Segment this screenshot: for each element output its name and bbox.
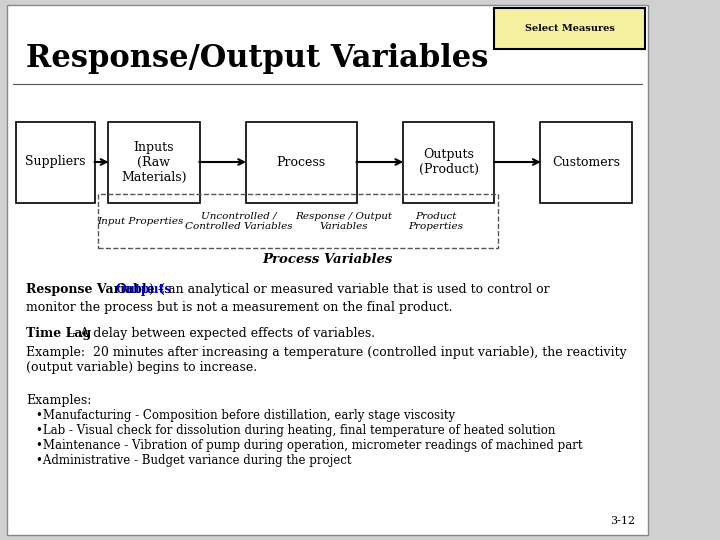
- FancyBboxPatch shape: [495, 8, 645, 49]
- Text: Customers: Customers: [552, 156, 620, 168]
- Text: Outputs
(Product): Outputs (Product): [418, 148, 479, 176]
- Text: Select Measures: Select Measures: [525, 24, 615, 32]
- Text: •Manufacturing - Composition before distillation, early stage viscosity: •Manufacturing - Composition before dist…: [36, 409, 455, 422]
- Text: 3-12: 3-12: [610, 516, 635, 526]
- Text: Process: Process: [276, 156, 326, 168]
- Text: ) – an analytical or measured variable that is used to control or: ) – an analytical or measured variable t…: [149, 284, 549, 296]
- Text: monitor the process but is not a measurement on the final product.: monitor the process but is not a measure…: [26, 301, 453, 314]
- FancyBboxPatch shape: [246, 122, 357, 202]
- Text: Response Variable (: Response Variable (: [26, 284, 165, 296]
- FancyBboxPatch shape: [540, 122, 632, 202]
- Text: Product
Properties: Product Properties: [408, 212, 463, 231]
- Text: •Lab - Visual check for dissolution during heating, final temperature of heated : •Lab - Visual check for dissolution duri…: [36, 424, 555, 437]
- FancyBboxPatch shape: [6, 5, 649, 535]
- Text: Example:  20 minutes after increasing a temperature (controlled input variable),: Example: 20 minutes after increasing a t…: [26, 346, 627, 374]
- Text: •Administrative - Budget variance during the project: •Administrative - Budget variance during…: [36, 454, 351, 467]
- Text: Time Lag: Time Lag: [26, 327, 91, 340]
- Text: Response/Output Variables: Response/Output Variables: [26, 43, 489, 74]
- Text: Outputs: Outputs: [116, 284, 172, 296]
- Text: Input Properties: Input Properties: [98, 217, 184, 226]
- FancyBboxPatch shape: [108, 122, 199, 202]
- Text: Response / Output
Variables: Response / Output Variables: [295, 212, 392, 231]
- Text: -- A delay between expected effects of variables.: -- A delay between expected effects of v…: [64, 327, 375, 340]
- Text: •Maintenance - Vibration of pump during operation, micrometer readings of machin: •Maintenance - Vibration of pump during …: [36, 439, 582, 452]
- FancyBboxPatch shape: [17, 122, 95, 202]
- Text: Process Variables: Process Variables: [262, 253, 392, 266]
- Text: Uncontrolled /
Controlled Variables: Uncontrolled / Controlled Variables: [185, 212, 293, 231]
- FancyBboxPatch shape: [402, 122, 495, 202]
- Text: Examples:: Examples:: [26, 394, 91, 407]
- Text: Inputs
(Raw
Materials): Inputs (Raw Materials): [121, 140, 186, 184]
- Text: Suppliers: Suppliers: [25, 156, 86, 168]
